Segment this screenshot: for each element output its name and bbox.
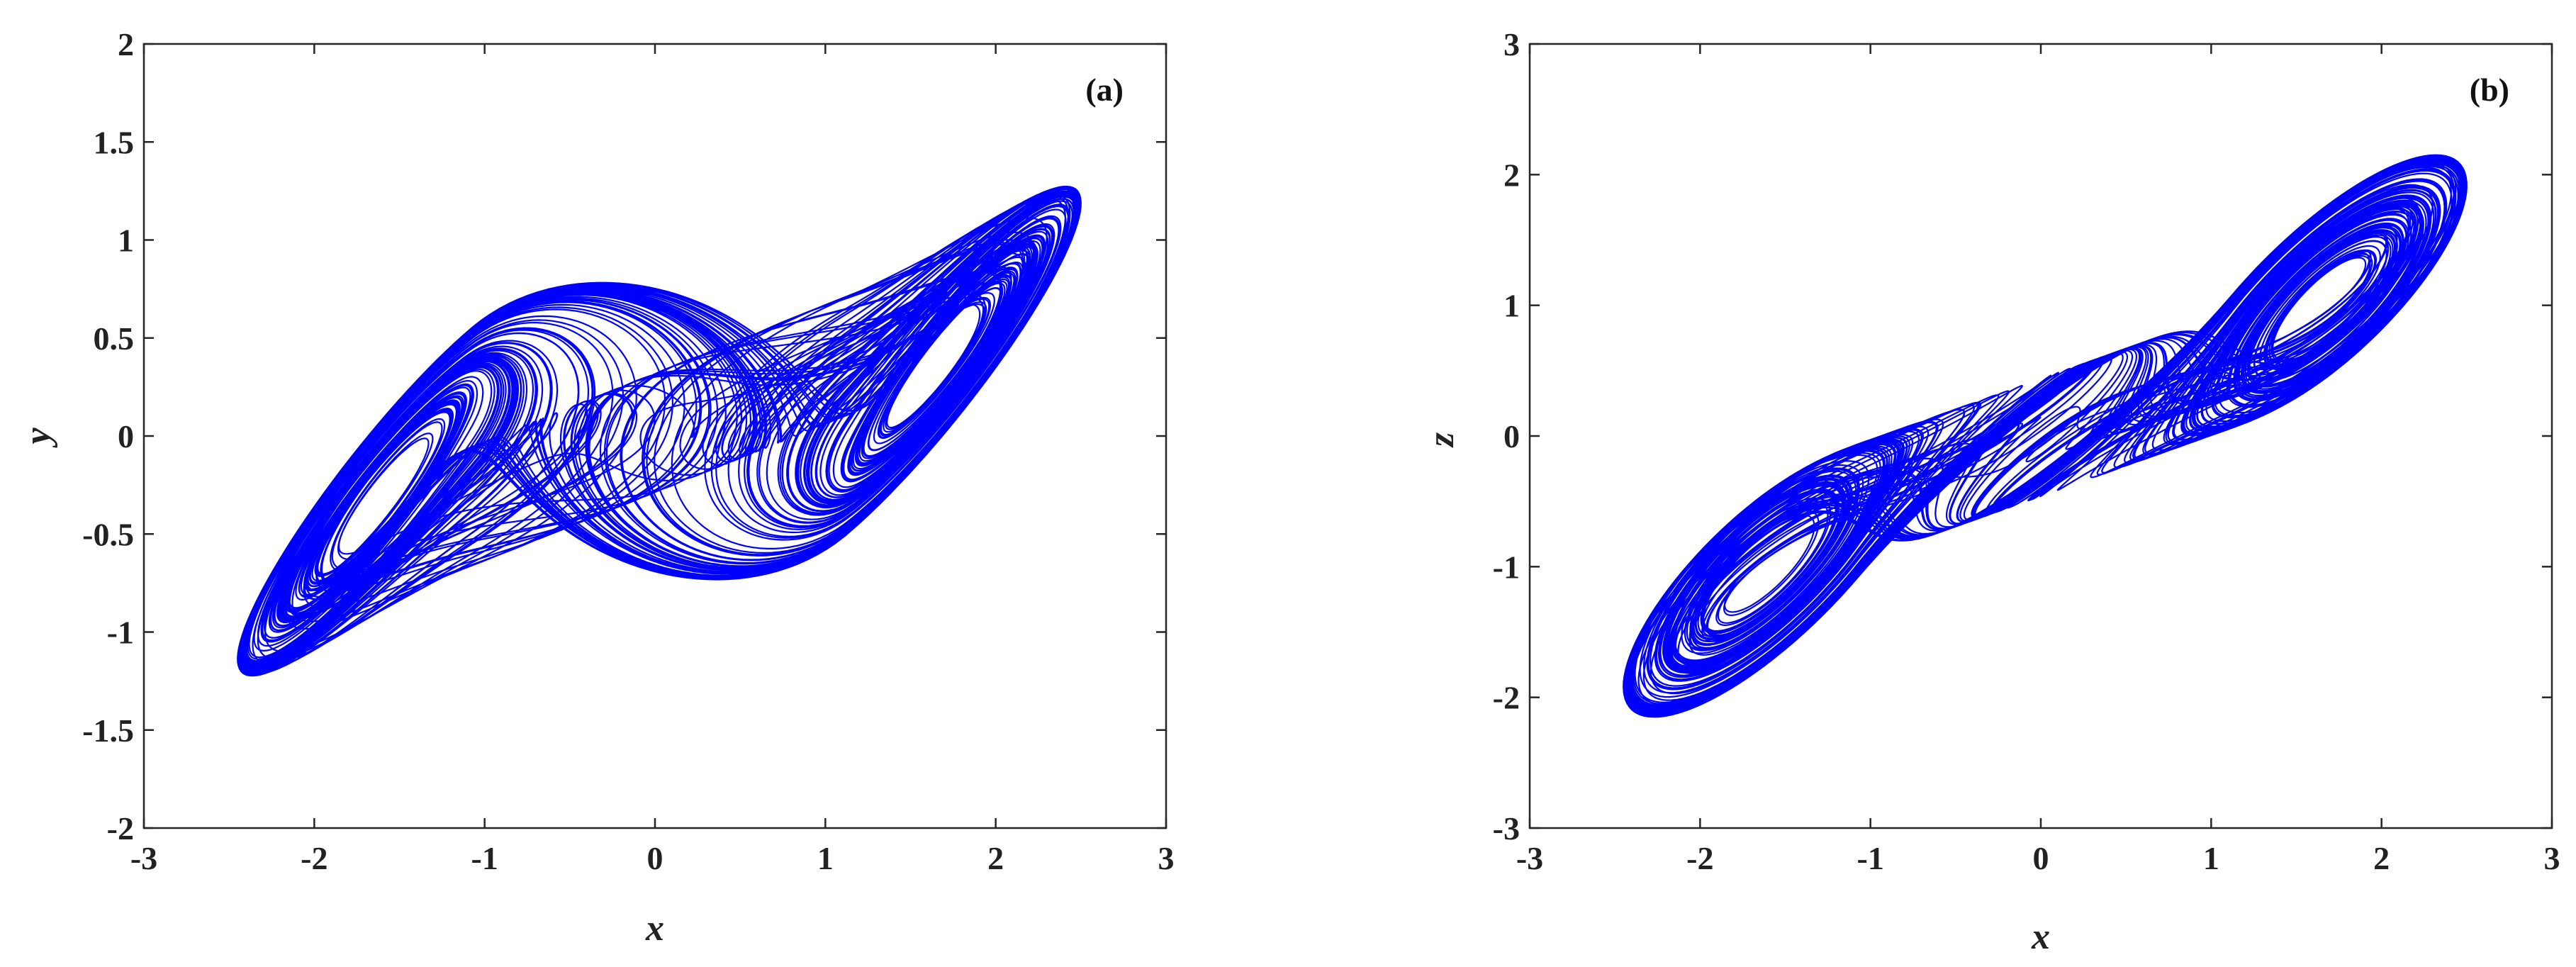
attractor-curve-a	[237, 186, 1082, 677]
x-tick-label: 1	[817, 840, 834, 876]
y-tick-label: 0	[1503, 418, 1520, 454]
y-tick-label: -2	[107, 810, 134, 846]
panel-label-a: (a)	[1085, 72, 1124, 108]
y-tick-label: -1	[1493, 549, 1520, 585]
attractor-curve-b	[1623, 154, 2468, 718]
x-tick-label: -3	[1516, 840, 1543, 876]
x-tick-label: 2	[987, 840, 1004, 876]
y-tick-label: -3	[1493, 810, 1520, 846]
x-tick-label: -3	[130, 840, 157, 876]
y-axis-label-a: y	[18, 427, 58, 449]
x-tick-label: -1	[471, 840, 498, 876]
y-tick-label: -1.5	[82, 712, 134, 749]
ticks-b: -3 -2 -1 0 1 2 3 -3 -2 -1 0 1 2 3	[1493, 26, 2560, 876]
x-axis-label-a: x	[645, 908, 664, 949]
plot-frame-a	[142, 43, 1167, 829]
y-tick-label: 0	[118, 418, 134, 454]
attractor-trajectory	[1623, 154, 2468, 718]
x-tick-label: 3	[2544, 840, 2560, 876]
y-tick-label: -1	[107, 615, 134, 651]
x-tick-label: 1	[2203, 840, 2219, 876]
y-tick-label: -0.5	[82, 516, 134, 552]
ticks-a: -3 -2 -1 0 1 2 3-2-1.5-1-0.500.511.52	[82, 26, 1174, 876]
x-tick-label: 3	[1158, 840, 1175, 876]
y-axis-label-b: z	[1421, 432, 1462, 448]
chart-panel-a: -3 -2 -1 0 1 2 3-2-1.5-1-0.500.511.52 (a) x y	[18, 26, 1175, 949]
chart-panel-b: -3 -2 -1 0 1 2 3 -3 -2 -1 0 1 2 3 (b) x z	[1421, 26, 2560, 957]
y-tick-label: 2	[118, 26, 134, 62]
y-tick-label: 2	[1503, 157, 1520, 193]
y-tick-label: 1.5	[94, 124, 135, 160]
y-tick-label: 3	[1503, 26, 1520, 62]
x-tick-label: -2	[1686, 840, 1713, 876]
x-tick-label: 0	[647, 840, 663, 876]
y-tick-label: 0.5	[94, 320, 135, 357]
x-tick-label: -2	[301, 840, 327, 876]
attractor-trajectory	[237, 186, 1082, 677]
x-axis-label-b: x	[2031, 917, 2050, 957]
x-tick-label: 2	[2373, 840, 2390, 876]
y-tick-label: 1	[1503, 288, 1520, 324]
x-tick-label: -1	[1857, 840, 1884, 876]
y-tick-label: 1	[118, 223, 134, 259]
y-tick-label: -2	[1493, 680, 1520, 716]
x-tick-label: 0	[2033, 840, 2049, 876]
panel-label-b: (b)	[2470, 72, 2509, 108]
